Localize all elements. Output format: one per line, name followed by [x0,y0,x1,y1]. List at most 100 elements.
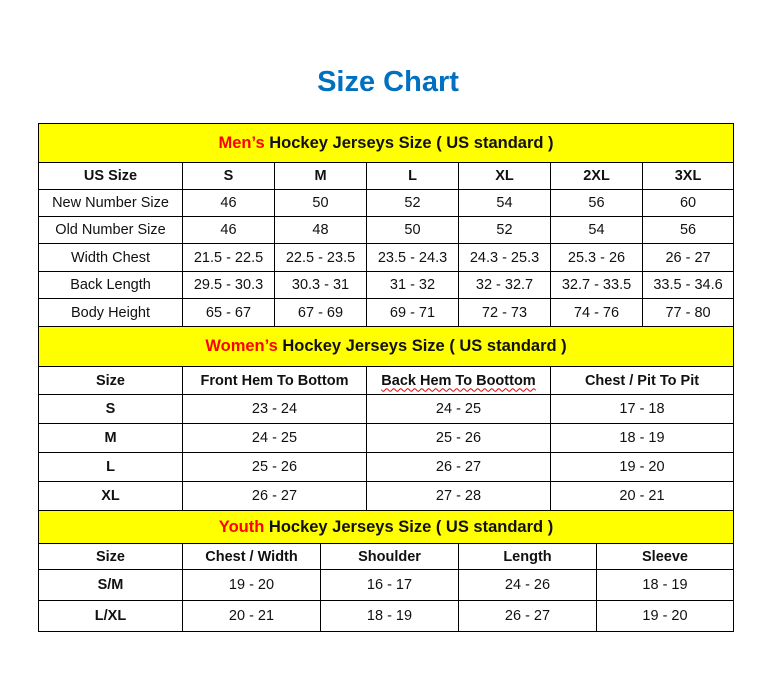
column-header-row: Size Chest / Width Shoulder Length Sleeve [38,543,735,570]
table-row: Width Chest 21.5 - 22.5 22.5 - 23.5 23.5 - … [38,243,735,272]
section-header-highlight: Youth [218,517,265,536]
table-cell: 25.3 - 26 [550,243,643,272]
table-cell: 21.5 - 22.5 [182,243,275,272]
table-cell: 33.5 - 34.6 [641,271,735,299]
row-label: Old Number Size [38,216,183,244]
row-label: L/XL [38,600,183,632]
column-header: Length [458,543,597,570]
section-header-text: Hockey Jerseys Size ( US standard ) [264,517,554,536]
table-cell: 20 - 21 [182,600,321,632]
table-cell: 26 - 27 [641,243,735,272]
row-label: S [38,394,183,424]
table-cell: 19 - 20 [595,600,735,632]
column-header-row: US Size S M L XL 2XL 3XL [38,162,735,190]
row-label: Back Length [38,271,183,299]
table-cell: 56 [550,189,643,217]
table-row: Old Number Size 46 48 50 52 54 56 [38,216,735,244]
table-cell: 54 [458,189,551,217]
table-cell: 27 - 28 [366,481,551,511]
section-header: Men’s Hockey Jerseys Size ( US standard … [37,123,735,163]
table-cell: 48 [274,216,367,244]
table-cell: 26 - 27 [366,452,551,482]
table-cell: 32 - 32.7 [458,271,551,299]
section-header: Youth Hockey Jerseys Size ( US standard … [37,510,735,544]
column-header: Chest / Width [182,543,321,570]
table-cell: 17 - 18 [549,394,735,424]
section-header-text: Hockey Jerseys Size ( US standard ) [277,337,567,355]
table-cell: 30.3 - 31 [274,271,367,299]
table-cell: 52 [458,216,551,244]
column-header: Chest / Pit To Pit [549,366,735,395]
table-cell: 77 - 80 [641,298,735,327]
table-cell: 74 - 76 [550,298,643,327]
table-cell: 23 - 24 [182,394,367,424]
table-cell: 26 - 27 [458,600,597,632]
table-row: Back Length 29.5 - 30.3 30.3 - 31 31 - 32 32… [38,271,735,299]
table-cell: 65 - 67 [182,298,275,327]
table-cell: 54 [550,216,643,244]
table-cell: 50 [366,216,459,244]
table-row: M 24 - 25 25 - 26 18 - 19 [38,423,735,453]
table-cell: 18 - 19 [549,423,735,453]
table-row: L/XL 20 - 21 18 - 19 26 - 27 19 - 20 [38,600,735,632]
table-cell: 56 [641,216,735,244]
table-cell: 31 - 32 [366,271,459,299]
row-label: S/M [38,569,183,601]
table-cell: 24 - 25 [182,423,367,453]
table-row: New Number Size 46 50 52 54 56 60 [38,189,735,217]
table-cell: 67 - 69 [274,298,367,327]
mens-size-table: Men’s Hockey Jerseys Size ( US standard … [37,123,735,327]
table-cell: 24 - 25 [366,394,551,424]
table-cell: 46 [182,216,275,244]
table-cell: 23.5 - 24.3 [366,243,459,272]
column-header: Back Hem To Boottom [366,366,551,395]
table-cell: 25 - 26 [182,452,367,482]
section-header-highlight: Women’s [205,337,278,355]
column-header: Shoulder [320,543,459,570]
section-header-text: Hockey Jerseys Size ( US standard ) [264,133,554,152]
column-header: Sleeve [595,543,735,570]
table-cell: 19 - 20 [182,569,321,601]
table-cell: 24.3 - 25.3 [458,243,551,272]
table-cell: 24 - 26 [458,569,597,601]
table-cell: 72 - 73 [458,298,551,327]
column-header: US Size [38,162,183,190]
table-cell: 46 [182,189,275,217]
table-cell: 22.5 - 23.5 [274,243,367,272]
column-header: S [182,162,275,190]
table-cell: 50 [274,189,367,217]
youth-size-table: Youth Hockey Jerseys Size ( US standard … [37,510,735,632]
table-row: XL 26 - 27 27 - 28 20 - 21 [38,481,735,511]
table-row: Body Height 65 - 67 67 - 69 69 - 71 72 - 73 7… [38,298,735,327]
table-cell: 69 - 71 [366,298,459,327]
column-header: Size [38,366,183,395]
table-cell: 19 - 20 [549,452,735,482]
row-label: Body Height [38,298,183,327]
table-cell: 16 - 17 [320,569,459,601]
table-cell: 18 - 19 [320,600,459,632]
column-header: XL [458,162,551,190]
womens-size-table: Women’s Hockey Jerseys Size ( US standar… [37,326,735,511]
table-cell: 26 - 27 [182,481,367,511]
row-label: Width Chest [38,243,183,272]
table-cell: 32.7 - 33.5 [550,271,643,299]
table-cell: 29.5 - 30.3 [182,271,275,299]
section-header: Women’s Hockey Jerseys Size ( US standar… [37,326,735,367]
table-cell: 60 [641,189,735,217]
row-label: New Number Size [38,189,183,217]
table-row: S 23 - 24 24 - 25 17 - 18 [38,394,735,424]
row-label: L [38,452,183,482]
table-cell: 18 - 19 [595,569,735,601]
row-label: M [38,423,183,453]
column-header-row: Size Front Hem To Bottom Back Hem To Boott… [38,366,735,395]
row-label: XL [38,481,183,511]
column-header: Front Hem To Bottom [182,366,367,395]
section-header-highlight: Men’s [218,133,265,152]
column-header: Size [38,543,183,570]
table-cell: 52 [366,189,459,217]
table-row: L 25 - 26 26 - 27 19 - 20 [38,452,735,482]
column-header: M [274,162,367,190]
column-header: L [366,162,459,190]
column-header: 2XL [550,162,643,190]
table-cell: 20 - 21 [549,481,735,511]
